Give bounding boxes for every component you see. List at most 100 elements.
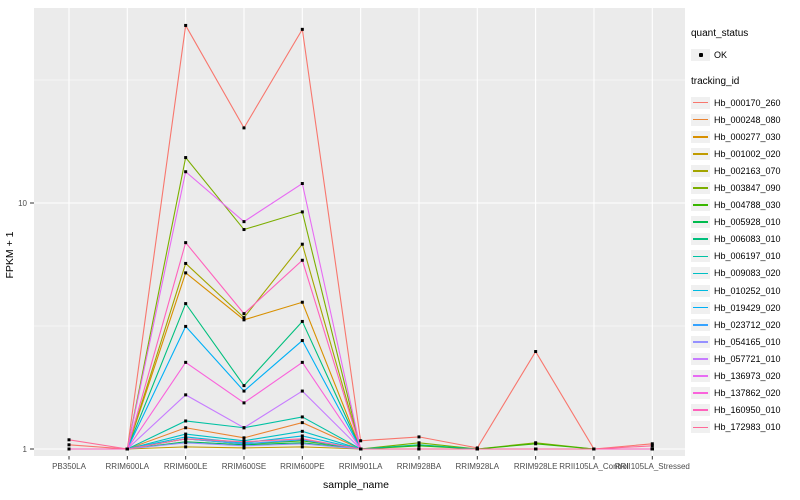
data-point [359,439,363,443]
legend-item-Hb_160950_010[interactable]: Hb_160950_010 [691,402,799,419]
legend-item-Hb_000277_030[interactable]: Hb_000277_030 [691,128,799,145]
legend-item-Hb_004788_030[interactable]: Hb_004788_030 [691,197,799,214]
legend-key-swatch [691,216,710,229]
legend-item-Hb_003847_090[interactable]: Hb_003847_090 [691,179,799,196]
legend-item-label: Hb_009083_020 [714,268,781,279]
legend-key-swatch [691,335,710,348]
data-point [242,228,246,232]
legend-line-icon [693,153,708,155]
x-axis-title: sample_name [323,479,389,491]
legend-item-label: Hb_023712_020 [714,319,781,330]
legend-item-Hb_137862_020[interactable]: Hb_137862_020 [691,385,799,402]
x-tick-label: RRII105LA_Stressed [615,462,690,471]
legend-item-Hb_006197_010[interactable]: Hb_006197_010 [691,248,799,265]
legend-item-Hb_006083_010[interactable]: Hb_006083_010 [691,231,799,248]
legend-title-quant-status: quant_status [691,28,749,39]
data-point [242,384,246,388]
legend-item-Hb_009083_020[interactable]: Hb_009083_020 [691,265,799,282]
legend-entry-quant-ok[interactable]: OK [691,46,799,63]
legend-key-swatch [691,147,710,160]
data-point [300,210,304,214]
legend-item-Hb_172983_010[interactable]: Hb_172983_010 [691,419,799,436]
data-point [592,447,596,451]
legend-item-label: Hb_137862_020 [714,388,781,399]
data-point [300,242,304,246]
legend-item-label: Hb_005928_010 [714,217,781,228]
legend-line-icon [693,306,708,309]
legend-item-label: Hb_010252_010 [714,285,781,296]
legend-item-Hb_010252_010[interactable]: Hb_010252_010 [691,282,799,299]
legend-item-label: Hb_136973_020 [714,371,781,382]
legend-item-Hb_054165_010[interactable]: Hb_054165_010 [691,333,799,350]
legend-item-label: Hb_004788_030 [714,200,781,211]
legend-key-swatch [691,182,710,195]
legend-key-swatch [691,301,710,314]
data-point [184,324,188,328]
x-tick-label: RRIM928LE [514,462,558,471]
data-point [184,261,188,265]
data-point [242,401,246,405]
data-point [417,443,421,447]
data-point [242,389,246,393]
data-point [242,220,246,224]
legend-item-Hb_019429_020[interactable]: Hb_019429_020 [691,299,799,316]
data-point [242,436,246,440]
y-tick-label: 1 [23,445,28,454]
data-point [184,156,188,160]
data-point [67,438,71,442]
data-point [300,437,304,441]
data-point [242,126,246,130]
x-tick-label: RRIM600PE [280,462,324,471]
legend-item-Hb_002163_070[interactable]: Hb_002163_070 [691,162,799,179]
data-point [242,442,246,446]
legend-line-icon [693,204,708,206]
legend-item-Hb_136973_020[interactable]: Hb_136973_020 [691,368,799,385]
data-point [300,319,304,323]
legend-item-Hb_057721_010[interactable]: Hb_057721_010 [691,350,799,367]
legend-key-swatch [691,164,710,177]
data-point [417,447,421,451]
legend-item-label: Hb_000248_080 [714,114,781,125]
legend-line-icon [693,358,708,360]
legend-line-icon [693,272,708,275]
data-point [300,258,304,262]
legend-key-swatch [691,284,710,297]
data-point [475,447,479,451]
y-tick-label: 10 [18,199,27,208]
data-point [534,442,538,446]
data-point [300,429,304,433]
legend-line-icon [693,118,708,121]
legend-key-swatch [691,387,710,400]
x-tick-label: PB350LA [52,462,86,471]
data-point [67,443,71,447]
data-point [300,360,304,364]
plot-panel [34,8,685,456]
point-icon [698,52,703,57]
legend-item-label: Hb_000170_260 [714,97,781,108]
legend-item-Hb_023712_020[interactable]: Hb_023712_020 [691,316,799,333]
x-tick-label: RRIM600LA [106,462,150,471]
legend-key-swatch [691,199,710,212]
legend-item-Hb_005928_010[interactable]: Hb_005928_010 [691,214,799,231]
data-point [359,447,363,451]
data-point [184,302,188,306]
legend-item-Hb_001002_020[interactable]: Hb_001002_020 [691,145,799,162]
data-point [242,316,246,320]
legend-key-swatch [691,404,710,417]
data-point [184,241,188,245]
legend-key-swatch [691,370,710,383]
legend-item-Hb_000170_260[interactable]: Hb_000170_260 [691,94,799,111]
data-point [650,447,654,451]
legend-entry-label: OK [714,49,728,60]
legend-key-swatch [691,130,710,143]
legend-key-swatch [691,318,710,331]
legend-item-list: Hb_000170_260 Hb_000248_080 Hb_000277_030 H… [691,94,799,436]
data-point [184,271,188,275]
legend-line-icon [693,375,708,377]
legend-line-icon [693,170,708,172]
legend-item-label: Hb_000277_030 [714,131,781,142]
legend-item-Hb_000248_080[interactable]: Hb_000248_080 [691,111,799,128]
data-point [242,440,246,444]
data-point [242,444,246,448]
